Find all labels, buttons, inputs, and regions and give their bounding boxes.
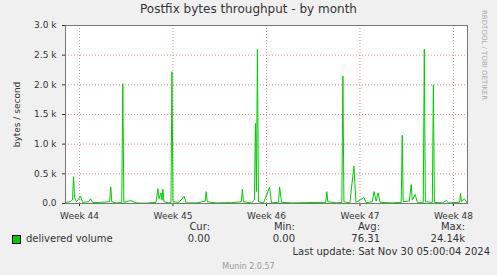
html-text:Max:: Max: <box>441 221 465 232</box>
html-text:Last update: Sat Nov 30 05:00:: Last update: Sat Nov 30 05:00:04 2024 <box>292 246 490 257</box>
svg-text:0.5 k: 0.5 k <box>34 169 57 179</box>
html-text:Avg:: Avg: <box>358 221 380 232</box>
html-text:76.31: 76.31 <box>351 233 380 244</box>
html-text:Munin 2.0.57: Munin 2.0.57 <box>222 262 275 271</box>
svg-text:1.5 k: 1.5 k <box>34 109 57 119</box>
svg-text:2.5 k: 2.5 k <box>34 50 57 60</box>
svg-text:2.0 k: 2.0 k <box>34 80 57 90</box>
svg-text:1.0 k: 1.0 k <box>34 139 57 149</box>
html-text:0.00: 0.00 <box>272 233 295 244</box>
svg-text:Week 46: Week 46 <box>247 211 286 221</box>
svg-text:3.0 k: 3.0 k <box>34 20 57 30</box>
svg-text:Week 44: Week 44 <box>60 211 99 221</box>
svg-text:Week 47: Week 47 <box>340 211 379 221</box>
html-text:delivered volume: delivered volume <box>26 233 113 244</box>
html-text:0.00: 0.00 <box>187 233 210 244</box>
html-text:24.14k: 24.14k <box>430 233 465 244</box>
svg-text:Week 48: Week 48 <box>434 211 473 221</box>
html-text:Postfix bytes throughput - by: Postfix bytes throughput - by month <box>140 2 357 16</box>
svg-text:Week 45: Week 45 <box>154 211 193 221</box>
svg-text:0.0: 0.0 <box>42 198 57 208</box>
html-text:RRDTOOL / TOBI OETIKER: RRDTOOL / TOBI OETIKER <box>480 10 488 101</box>
html-text:Min:: Min: <box>273 221 295 232</box>
html-text:Cur:: Cur: <box>189 221 210 232</box>
svg-text:bytes / second: bytes / second <box>12 82 22 148</box>
